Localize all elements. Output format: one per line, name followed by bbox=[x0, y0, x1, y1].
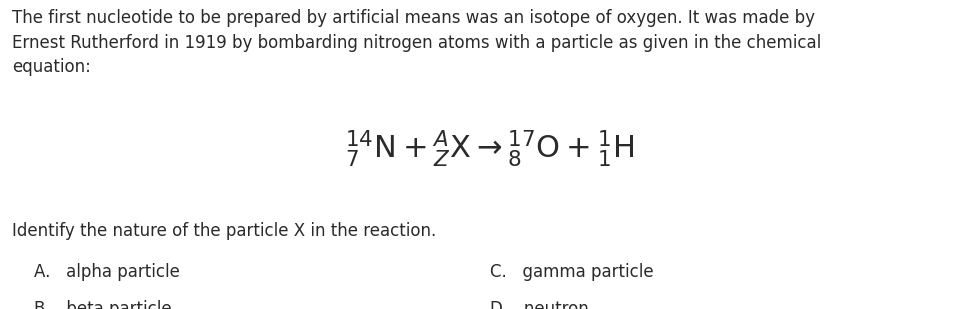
Text: ${}^{14}_{7}\mathrm{N} + {}^{A}_{Z}\mathrm{X} \rightarrow {}^{17}_{8}\mathrm{O} : ${}^{14}_{7}\mathrm{N} + {}^{A}_{Z}\math… bbox=[345, 128, 635, 169]
Text: Identify the nature of the particle X in the reaction.: Identify the nature of the particle X in… bbox=[12, 222, 436, 240]
Text: The first nucleotide to be prepared by artificial means was an isotope of oxygen: The first nucleotide to be prepared by a… bbox=[12, 9, 821, 76]
Text: C.   gamma particle: C. gamma particle bbox=[490, 263, 654, 281]
Text: D.   neutron: D. neutron bbox=[490, 300, 589, 309]
Text: A.   alpha particle: A. alpha particle bbox=[34, 263, 180, 281]
Text: B.   beta particle: B. beta particle bbox=[34, 300, 172, 309]
